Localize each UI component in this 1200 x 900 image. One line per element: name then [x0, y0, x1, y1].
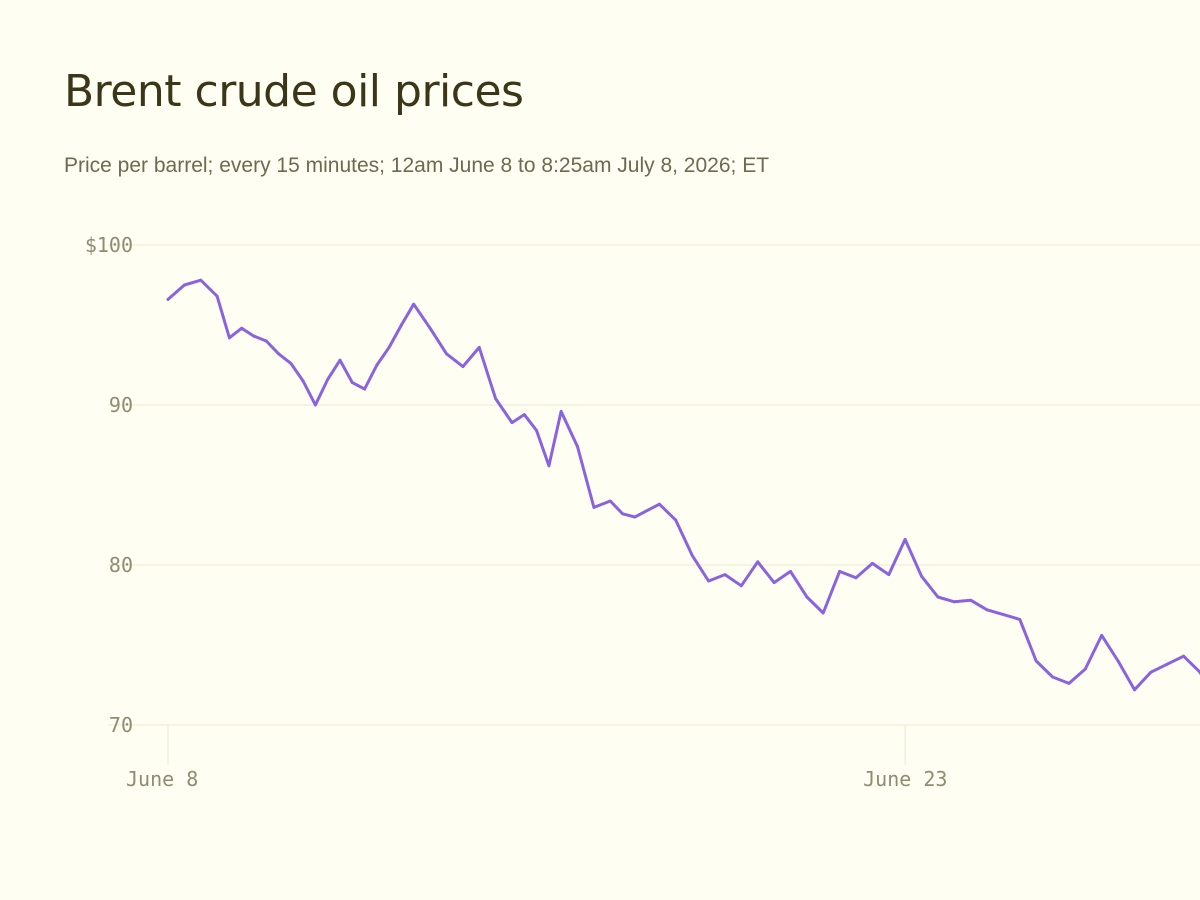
data-point: [936, 595, 940, 599]
data-point: [621, 512, 624, 516]
data-point: [350, 381, 354, 384]
data-point: [547, 464, 551, 468]
data-point: [240, 326, 244, 330]
data-point: [412, 302, 416, 306]
data-point: [576, 445, 579, 448]
data-point: [871, 562, 874, 565]
data-point: [183, 283, 186, 287]
y-axis: $100 90 80 70: [85, 233, 133, 737]
data-point: [756, 560, 760, 564]
data-point: [428, 326, 432, 330]
data-point: [535, 429, 538, 432]
y-tick-label: 80: [109, 553, 133, 577]
data-point: [461, 365, 465, 368]
series-layer: [166, 278, 1200, 692]
data-point: [903, 538, 907, 541]
y-tick-label: 90: [109, 393, 133, 417]
x-tick-label: June 23: [863, 767, 947, 791]
chart-title: Brent crude oil prices: [64, 66, 524, 117]
data-point: [1133, 688, 1136, 692]
data-point: [690, 554, 694, 557]
data-point: [494, 397, 497, 400]
data-point: [723, 573, 727, 576]
data-point: [739, 584, 743, 588]
data-point: [645, 509, 649, 512]
data-point: [1149, 670, 1153, 674]
data-point: [1067, 682, 1071, 685]
data-point: [338, 358, 342, 362]
data-point: [166, 298, 170, 301]
data-point: [1083, 667, 1087, 671]
x-tick-label: June 8: [126, 767, 198, 791]
data-point: [510, 421, 514, 424]
data-point: [1018, 618, 1022, 621]
x-axis: June 8 June 23: [126, 725, 947, 791]
data-point: [1182, 654, 1185, 658]
data-point: [1051, 675, 1054, 679]
data-point: [707, 579, 710, 583]
data-point: [264, 339, 268, 343]
data-point: [559, 410, 563, 413]
data-point: [854, 576, 858, 580]
data-point: [805, 595, 809, 599]
price-line-series: [166, 278, 1200, 692]
data-point: [314, 403, 317, 407]
y-tick-label: 70: [109, 713, 133, 737]
data-point: [969, 598, 973, 602]
data-point: [477, 346, 481, 349]
data-point: [1116, 659, 1120, 663]
data-point: [1002, 613, 1005, 616]
data-point: [1100, 634, 1104, 637]
gridlines: [108, 244, 1200, 726]
data-point: [985, 608, 989, 612]
data-point: [1034, 659, 1038, 663]
data-point: [215, 294, 219, 298]
data-point: [289, 362, 293, 365]
data-point: [400, 323, 403, 327]
data-point: [920, 574, 923, 578]
data-point: [789, 570, 792, 573]
data-point: [522, 413, 526, 416]
data-point: [301, 379, 305, 383]
data-point: [228, 336, 231, 340]
data-point: [821, 611, 825, 615]
data-point: [445, 352, 448, 356]
data-point: [387, 346, 391, 349]
data-point: [363, 387, 366, 391]
data-point: [277, 352, 280, 356]
y-tick-label: $100: [85, 233, 133, 257]
data-point: [1165, 662, 1169, 666]
data-point: [608, 499, 612, 503]
data-point: [592, 506, 596, 509]
data-point: [952, 600, 956, 604]
data-point: [252, 334, 256, 338]
data-point: [326, 378, 330, 381]
data-point: [838, 570, 841, 573]
data-point: [199, 278, 203, 282]
data-point: [772, 581, 776, 584]
data-point: [887, 573, 891, 576]
data-point: [375, 363, 379, 367]
data-point: [674, 518, 678, 522]
data-point: [633, 515, 637, 519]
data-point: [658, 502, 661, 506]
chart-subtitle: Price per barrel; every 15 minutes; 12am…: [64, 154, 770, 177]
